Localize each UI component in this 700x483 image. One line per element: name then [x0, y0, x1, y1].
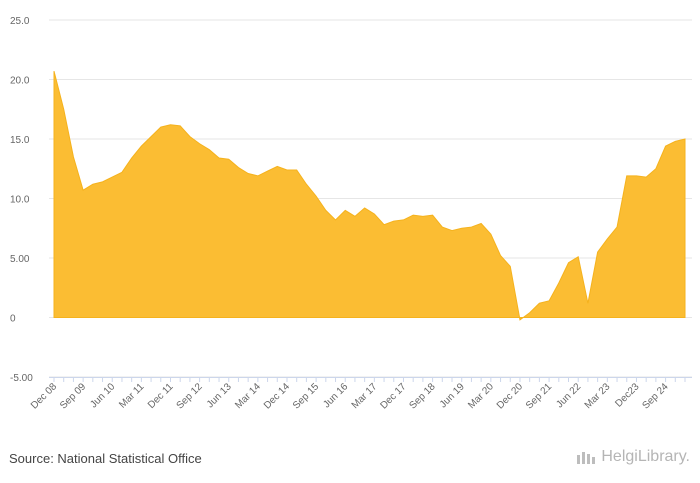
y-tick-label: 20.0 — [10, 76, 30, 87]
x-tick-label: Jun 19 — [438, 381, 467, 410]
x-tick-label: Dec 14 — [262, 381, 292, 411]
x-tick-label: Jun 22 — [554, 381, 583, 410]
x-tick-label: Sep 15 — [291, 381, 321, 411]
x-tick-label: Sep 24 — [641, 381, 671, 411]
x-tick-label: Dec 08 — [29, 381, 59, 411]
source-note: Source: National Statistical Office — [9, 451, 202, 466]
x-tick-label: Sep 09 — [58, 381, 88, 411]
x-tick-label: Dec 20 — [495, 381, 525, 411]
x-tick-label: Sep 21 — [524, 381, 554, 411]
y-tick-label: 5.00 — [10, 254, 30, 265]
y-tick-label: 15.0 — [10, 135, 30, 146]
x-tick-label: Dec 11 — [146, 381, 176, 411]
x-tick-label: Dec23 — [613, 381, 642, 410]
library-icon — [577, 452, 596, 464]
area-series — [53, 71, 686, 321]
y-tick-label: -5.00 — [10, 373, 33, 384]
x-tick-label: Jun 13 — [205, 381, 234, 410]
x-tick-label: Sep 18 — [408, 381, 438, 411]
x-tick-label: Jun 16 — [321, 381, 350, 410]
x-tick-label: Jun 10 — [88, 381, 117, 410]
brand-name: HelgiLibrary. — [601, 448, 690, 465]
x-tick-label: Mar 23 — [583, 381, 613, 411]
x-tick-label: Mar 11 — [117, 381, 147, 411]
x-tick-label: Mar 17 — [350, 381, 380, 411]
y-tick-label: 0 — [10, 314, 16, 325]
x-tick-label: Mar 14 — [233, 381, 263, 411]
x-tick-label: Dec 17 — [378, 381, 408, 411]
y-tick-label: 25.0 — [10, 16, 30, 27]
x-tick-label: Mar 20 — [466, 381, 496, 411]
x-tick-label: Sep 12 — [175, 381, 205, 411]
brand-logo: HelgiLibrary. — [575, 448, 690, 466]
y-tick-label: 10.0 — [10, 195, 30, 206]
